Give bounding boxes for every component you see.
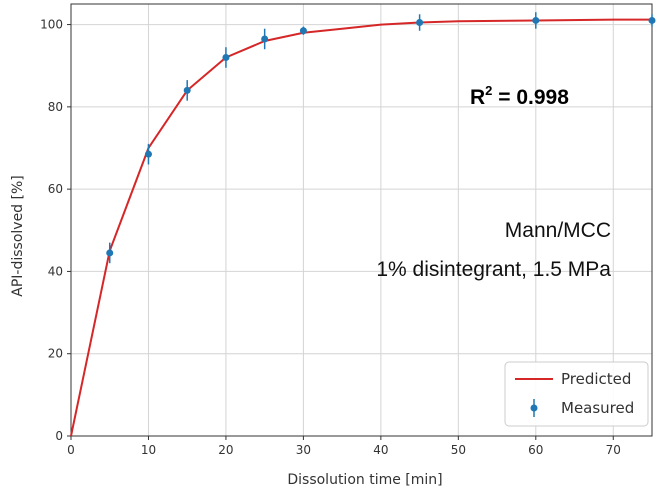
r-squared-value: = 0.998 bbox=[492, 86, 569, 109]
measured-point bbox=[299, 27, 307, 35]
x-tick-label: 10 bbox=[141, 443, 156, 457]
plot-frame bbox=[67, 3, 653, 440]
x-tick-label: 50 bbox=[451, 443, 466, 457]
y-tick-label: 0 bbox=[55, 429, 63, 443]
y-tick-labels: 0 20 40 60 80 100 bbox=[40, 18, 63, 443]
legend: Predicted Measured bbox=[504, 361, 649, 427]
x-tick-label: 0 bbox=[67, 443, 75, 457]
measured-point bbox=[261, 35, 269, 43]
y-axis-label: API-dissolved [%] bbox=[10, 175, 26, 296]
measured-point bbox=[416, 19, 424, 27]
measured-point bbox=[648, 16, 656, 24]
measured-point bbox=[222, 53, 230, 61]
measured-point bbox=[183, 86, 191, 94]
legend-measured-marker bbox=[530, 404, 538, 412]
measured-point bbox=[106, 249, 114, 257]
y-tick-label: 40 bbox=[48, 264, 63, 278]
plot-area-border bbox=[70, 3, 653, 437]
x-tick-label: 60 bbox=[528, 443, 543, 457]
measured-series bbox=[106, 12, 656, 264]
y-tick-label: 80 bbox=[48, 100, 63, 114]
x-tick-label: 20 bbox=[218, 443, 233, 457]
y-tick-label: 100 bbox=[40, 18, 63, 32]
predicted-line bbox=[70, 18, 652, 437]
x-tick-label: 30 bbox=[296, 443, 311, 457]
x-tick-label: 70 bbox=[606, 443, 621, 457]
predicted-series bbox=[70, 18, 652, 437]
legend-measured-label: Measured bbox=[561, 399, 634, 417]
grid bbox=[70, 4, 652, 437]
r-squared-symbol: R bbox=[470, 86, 485, 109]
y-tick-label: 20 bbox=[48, 347, 63, 361]
measured-point bbox=[144, 150, 152, 158]
measured-point bbox=[532, 16, 540, 24]
x-tick-label: 40 bbox=[373, 443, 388, 457]
r-squared-superscript: 2 bbox=[485, 83, 492, 98]
x-tick-labels: 0 10 20 30 40 50 60 70 bbox=[67, 443, 621, 457]
y-tick-label: 60 bbox=[48, 182, 63, 196]
x-axis-label: Dissolution time [min] bbox=[287, 472, 442, 488]
legend-predicted-label: Predicted bbox=[561, 370, 631, 388]
r-squared-annotation: R2 = 0.998 bbox=[470, 83, 569, 109]
formulation-annotation: Mann/MCC bbox=[505, 219, 611, 242]
process-annotation: 1% disintegrant, 1.5 MPa bbox=[376, 258, 611, 281]
